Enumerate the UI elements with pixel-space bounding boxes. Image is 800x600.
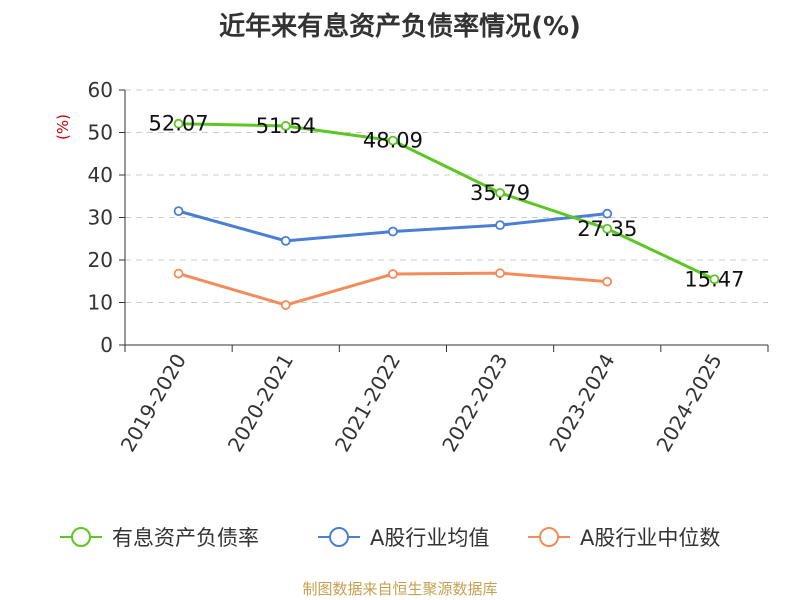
legend-marker [71,527,91,547]
legend-label: 有息资产负债率 [112,526,259,550]
legend-item: A股行业均值 [318,526,489,550]
data-label: 27.35 [577,217,637,241]
legend-item: 有息资产负债率 [60,526,259,550]
data-point [495,187,505,198]
y-tick-label: 60 [88,78,113,102]
data-point [495,220,505,231]
source-note: 制图数据来自恒生聚源数据库 [302,580,498,598]
legend-marker [329,527,349,547]
data-point [602,223,613,234]
x-tick-label: 2024-2025 [651,350,726,456]
x-tick-label: 2023-2024 [544,350,619,456]
data-point [388,269,398,279]
legend-label: A股行业中位数 [580,526,720,550]
data-label: 52.07 [149,112,209,136]
x-tick-label: 2022-2023 [437,350,512,456]
data-point [388,135,398,146]
data-point [388,226,398,237]
data-point [280,121,291,131]
series-line [178,122,716,281]
data-point [709,274,720,285]
data-point [280,300,291,310]
legend-label: A股行业均值 [370,526,489,550]
data-point [280,235,291,246]
y-axis-label: (%) [54,114,72,140]
data-point [602,208,613,219]
y-tick-label: 20 [88,248,113,272]
data-point [173,268,184,279]
data-label: 48.09 [363,129,423,153]
x-tick-label: 2020-2021 [223,350,298,456]
data-label: 51.54 [256,114,316,138]
y-tick-label: 50 [88,121,113,145]
data-point [173,206,184,217]
legend-item: A股行业中位数 [528,526,720,550]
chart-title: 近年来有息资产负债率情况(%) [219,12,581,42]
data-point [602,276,613,287]
legend-marker [539,527,559,547]
y-tick-label: 30 [88,206,113,230]
y-tick-label: 10 [88,291,113,315]
data-point [173,118,184,129]
x-tick-label: 2019-2020 [116,350,191,456]
data-label: 15.47 [684,267,744,291]
y-tick-label: 40 [88,163,113,187]
y-tick-label: 0 [100,333,113,357]
data-point [495,268,505,279]
x-tick-label: 2021-2022 [330,350,405,456]
data-label: 35.79 [470,181,530,205]
